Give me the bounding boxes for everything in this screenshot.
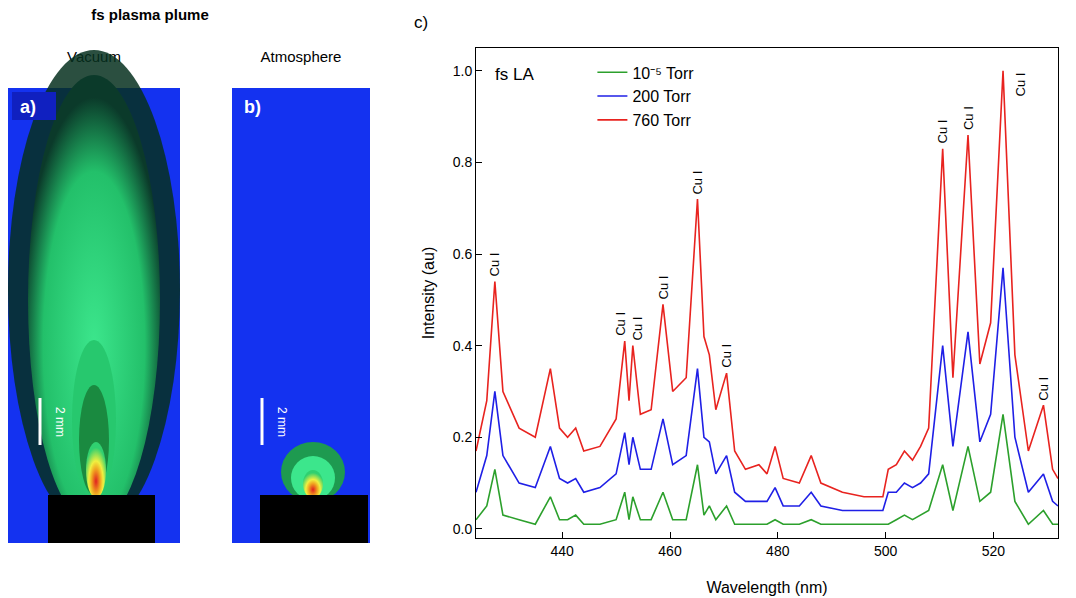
svg-text:c): c)	[414, 13, 428, 32]
svg-text:Cu I: Cu I	[487, 253, 502, 277]
svg-text:Cu I: Cu I	[630, 317, 645, 341]
svg-text:0.6: 0.6	[453, 246, 473, 262]
svg-text:2 mm: 2 mm	[275, 407, 289, 437]
svg-text:Cu I: Cu I	[613, 312, 628, 336]
svg-text:Cu I: Cu I	[961, 106, 976, 130]
svg-text:Cu I: Cu I	[1036, 377, 1051, 401]
svg-text:480: 480	[766, 543, 790, 559]
svg-text:b): b)	[244, 97, 261, 117]
svg-text:Cu I: Cu I	[1013, 73, 1028, 97]
svg-text:Wavelength (nm): Wavelength (nm)	[706, 579, 827, 596]
svg-text:Cu I: Cu I	[935, 120, 950, 144]
svg-text:a): a)	[20, 97, 36, 117]
svg-text:200 Torr: 200 Torr	[632, 88, 691, 105]
svg-text:460: 460	[658, 543, 682, 559]
svg-text:440: 440	[551, 543, 575, 559]
svg-text:fs LA: fs LA	[495, 65, 534, 84]
svg-text:0.4: 0.4	[453, 338, 473, 354]
svg-text:Cu I: Cu I	[656, 276, 671, 300]
svg-text:fs plasma plume: fs plasma plume	[91, 6, 209, 23]
svg-text:1.0: 1.0	[453, 63, 473, 79]
svg-text:Cu I: Cu I	[719, 344, 734, 368]
svg-text:10⁻⁵ Torr: 10⁻⁵ Torr	[632, 64, 694, 81]
svg-text:Atmosphere: Atmosphere	[261, 48, 342, 65]
svg-text:0.8: 0.8	[453, 154, 473, 170]
svg-text:760 Torr: 760 Torr	[632, 112, 691, 129]
svg-text:520: 520	[982, 543, 1006, 559]
svg-text:0.2: 0.2	[453, 429, 473, 445]
svg-text:500: 500	[874, 543, 898, 559]
svg-text:0.0: 0.0	[453, 521, 473, 537]
svg-text:Cu I: Cu I	[690, 171, 705, 195]
svg-text:2 mm: 2 mm	[53, 407, 67, 437]
svg-text:Intensity (au): Intensity (au)	[420, 247, 437, 339]
